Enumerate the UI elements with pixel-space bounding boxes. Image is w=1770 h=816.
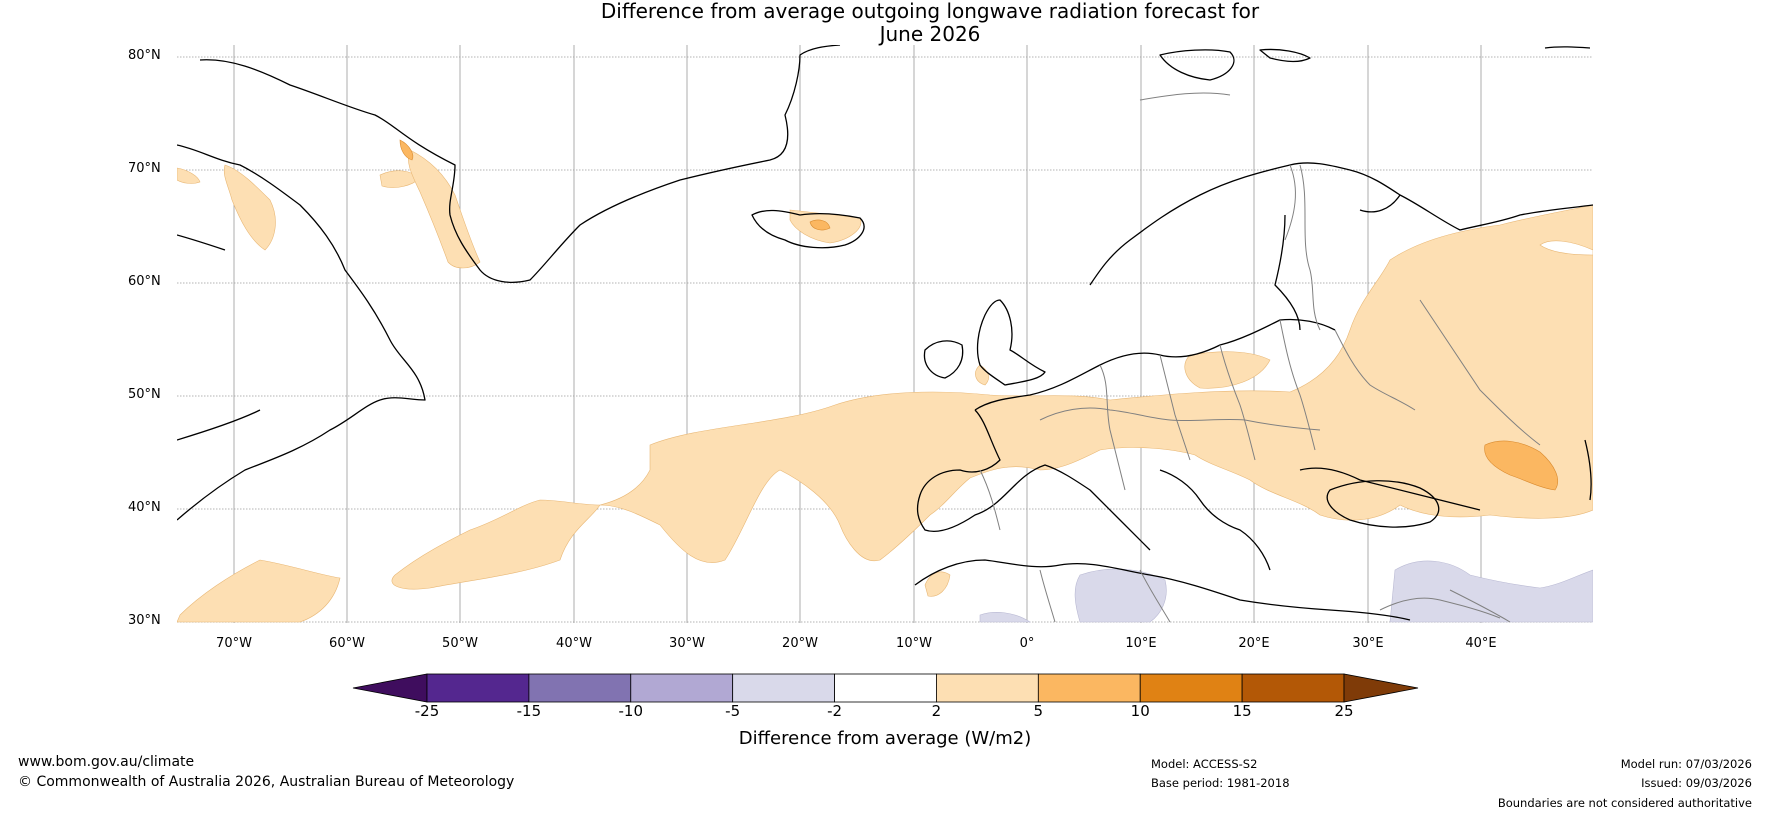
disclaimer-text: Boundaries are not considered authoritat… bbox=[1497, 796, 1752, 810]
colorbar-swatch bbox=[1139, 673, 1243, 703]
colorbar-tick-label: -15 bbox=[516, 702, 542, 720]
colorbar-tick-label: -10 bbox=[618, 702, 644, 720]
colorbar-tick-label: -25 bbox=[414, 702, 440, 720]
website-link[interactable]: www.bom.gov.au/climate bbox=[18, 754, 195, 770]
country-borders bbox=[979, 92, 1541, 623]
lat-label-70n: 70°N bbox=[128, 161, 161, 176]
model-text: Model: ACCESS-S2 bbox=[1151, 757, 1258, 771]
lon-label-0: 0° bbox=[1019, 636, 1035, 651]
lat-label-40n: 40°N bbox=[128, 500, 161, 515]
anomaly-positive-5-10 bbox=[399, 139, 1559, 491]
base-period-text: Base period: 1981-2018 bbox=[1151, 776, 1290, 790]
copyright-text: © Commonwealth of Australia 2026, Austra… bbox=[18, 774, 515, 790]
lon-label-50w: 50°W bbox=[442, 636, 478, 651]
anomaly-negative-2-5 bbox=[979, 560, 1593, 623]
lon-label-10e: 10°E bbox=[1125, 636, 1157, 651]
colorbar-extension-high bbox=[1343, 673, 1419, 703]
lat-label-80n: 80°N bbox=[128, 48, 161, 63]
colorbar-tick-label: 15 bbox=[1232, 702, 1252, 720]
colorbar-tick-label: -5 bbox=[725, 702, 741, 720]
colorbar-swatch bbox=[1241, 673, 1345, 703]
colorbar-tick-label: 10 bbox=[1130, 702, 1150, 720]
colorbar-tick-label: 25 bbox=[1334, 702, 1354, 720]
title-line-1: Difference from average outgoing longwav… bbox=[600, 0, 1260, 23]
issued-text: Issued: 09/03/2026 bbox=[1641, 776, 1752, 790]
anomaly-positive-2-5 bbox=[177, 149, 1593, 623]
lat-label-30n: 30°N bbox=[128, 613, 161, 628]
colorbar-swatch bbox=[630, 673, 734, 703]
model-run-text: Model run: 07/03/2026 bbox=[1620, 757, 1752, 771]
colorbar-title: Difference from average (W/m2) bbox=[738, 728, 1032, 749]
lon-label-60w: 60°W bbox=[329, 636, 365, 651]
colorbar-swatch bbox=[1037, 673, 1141, 703]
title-line-2: June 2026 bbox=[879, 22, 981, 46]
lon-label-10w: 10°W bbox=[896, 636, 932, 651]
lon-label-30e: 30°E bbox=[1352, 636, 1384, 651]
lon-label-20w: 20°W bbox=[782, 636, 818, 651]
lat-label-50n: 50°N bbox=[128, 387, 161, 402]
colorbar-swatch bbox=[732, 673, 835, 703]
colorbar-swatch bbox=[936, 673, 1039, 703]
lon-label-70w: 70°W bbox=[216, 636, 252, 651]
colorbar-swatch bbox=[426, 673, 530, 703]
chart-title: Difference from average outgoing longwav… bbox=[0, 0, 1770, 46]
colorbar-tick-label: 5 bbox=[1033, 702, 1044, 720]
colorbar-tick-label: 2 bbox=[931, 702, 942, 720]
lon-label-40e: 40°E bbox=[1465, 636, 1497, 651]
lat-label-60n: 60°N bbox=[128, 274, 161, 289]
colorbar-tick-label: -2 bbox=[827, 702, 843, 720]
lon-label-30w: 30°W bbox=[669, 636, 705, 651]
colorbar-swatch bbox=[834, 673, 937, 703]
lon-label-40w: 40°W bbox=[556, 636, 592, 651]
colorbar-swatch bbox=[528, 673, 632, 703]
colorbar-extension-low bbox=[352, 673, 428, 703]
lon-label-20e: 20°E bbox=[1238, 636, 1270, 651]
